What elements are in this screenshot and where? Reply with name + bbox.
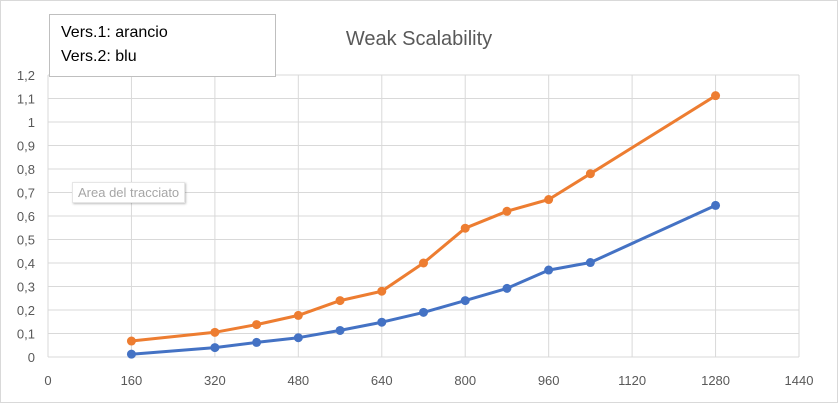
data-point[interactable] [210,343,220,353]
x-tick-label: 960 [538,373,560,388]
series-2[interactable] [126,200,721,359]
series-1[interactable] [126,91,721,346]
y-tick-label: 0,2 [17,303,35,318]
data-point[interactable] [544,265,554,275]
data-point[interactable] [335,325,345,335]
x-tick-label: 0 [44,373,51,388]
y-tick-label: 0,6 [17,209,35,224]
x-tick-label: 800 [454,373,476,388]
y-tick-label: 0,4 [17,256,35,271]
y-tick-label: 0,5 [17,233,35,248]
data-point[interactable] [377,317,387,327]
x-tick-label: 640 [371,373,393,388]
data-point[interactable] [585,169,595,179]
data-point[interactable] [502,206,512,216]
data-series [126,91,721,359]
x-tick-label: 160 [121,373,143,388]
data-point[interactable] [502,283,512,293]
legend-note-box[interactable]: Vers.1: arancio Vers.2: blu [49,14,276,77]
data-point[interactable] [126,349,136,359]
y-tick-label: 0,1 [17,327,35,342]
y-axis-ticks: 0 0,1 0,2 0,3 0,4 0,5 0,6 0,7 0,8 0,9 1 1,1 1,2 [17,68,35,365]
data-point[interactable] [711,200,721,210]
data-point[interactable] [252,320,262,330]
plot-area-tooltip: Area del tracciato [72,182,186,203]
data-point[interactable] [711,91,721,101]
data-point[interactable] [293,310,303,320]
y-tick-label: 1,2 [17,68,35,83]
y-tick-label: 0 [28,350,35,365]
data-point[interactable] [460,223,470,233]
y-tick-label: 0,3 [17,280,35,295]
y-tick-label: 0,9 [17,139,35,154]
x-tick-label: 1440 [785,373,814,388]
data-point[interactable] [377,286,387,296]
legend-note-line-2: Vers.2: blu [61,48,137,65]
data-point[interactable] [585,258,595,268]
data-point[interactable] [419,307,428,317]
data-point[interactable] [419,258,428,268]
y-tick-label: 1 [28,115,35,130]
x-tick-label: 1120 [618,373,646,388]
y-tick-label: 0,8 [17,162,35,177]
x-tick-label: 480 [287,373,309,388]
data-point[interactable] [210,327,220,337]
data-point[interactable] [544,195,554,205]
legend-note-line-1: Vers.1: arancio [61,24,168,41]
data-point[interactable] [335,296,345,306]
chart-title: Weak Scalability [346,28,492,50]
x-axis-ticks: 0 160 320 480 640 800 960 1120 1280 1440 [44,373,813,388]
data-point[interactable] [460,296,470,306]
x-tick-label: 320 [204,373,226,388]
y-tick-label: 0,7 [17,186,35,201]
y-tick-label: 1,1 [17,92,35,107]
series-line[interactable] [129,94,718,343]
grid-lines [47,74,800,358]
data-point[interactable] [252,337,262,347]
x-tick-label: 1280 [701,373,730,388]
data-point[interactable] [126,336,136,346]
series-line[interactable] [129,203,718,356]
data-point[interactable] [293,333,303,343]
